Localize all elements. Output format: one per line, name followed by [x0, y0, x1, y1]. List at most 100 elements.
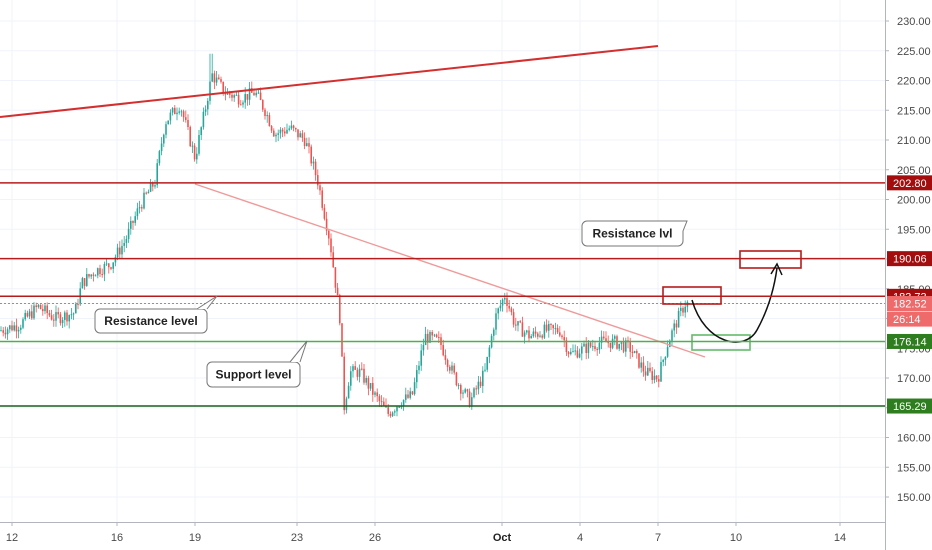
candle-body — [88, 274, 90, 277]
candle-body — [567, 352, 570, 355]
candle-body — [528, 330, 530, 339]
candle-body — [633, 350, 636, 354]
price-axis-bg — [885, 0, 932, 550]
price-badge — [887, 251, 932, 267]
candle-body — [398, 406, 400, 408]
candle-body — [354, 366, 356, 370]
candle-body — [429, 332, 431, 343]
candle-body — [605, 338, 607, 343]
price-tick-label: 220.00 — [897, 76, 931, 88]
candle-body — [488, 347, 491, 357]
callout: Support level — [206, 340, 308, 388]
candle-body — [418, 365, 420, 371]
candle-body — [433, 334, 436, 336]
candle-body — [420, 350, 422, 366]
time-tick-label: 14 — [834, 532, 846, 544]
candle-body — [475, 388, 477, 390]
candle-body — [105, 263, 108, 265]
candle-body — [235, 94, 238, 96]
callout-tail — [672, 220, 688, 232]
candle-body — [86, 274, 88, 286]
candle-body — [545, 324, 548, 331]
candle-body — [17, 329, 20, 332]
candle-body — [94, 275, 97, 277]
callout-text: Resistance level — [104, 314, 197, 328]
candle-body — [603, 336, 605, 339]
candle-body — [493, 329, 495, 336]
candle-body — [631, 351, 634, 354]
candle-body — [297, 129, 299, 138]
candle-body — [248, 88, 251, 100]
candle-body — [2, 330, 4, 333]
price-tick-label: 215.00 — [897, 105, 931, 117]
price-tick-label: 150.00 — [897, 492, 931, 504]
time-axis[interactable]: 12 16 19 23 26 Oct 4 7 10 14 — [0, 522, 885, 550]
candle-body — [138, 207, 141, 209]
candle-body — [198, 135, 200, 154]
price-badge — [887, 311, 932, 327]
price-badge — [887, 333, 932, 349]
candle-body — [574, 350, 576, 352]
candle-body — [501, 299, 504, 306]
candle-body — [13, 325, 15, 331]
candle-body — [266, 115, 268, 117]
candle-body — [66, 312, 68, 322]
candle-body — [110, 267, 112, 269]
candle-body — [114, 257, 117, 263]
price-badge-label: 182.52 — [893, 299, 927, 311]
candle-body — [176, 112, 178, 115]
grid — [0, 0, 885, 522]
candle-body — [589, 342, 592, 347]
candle-body — [46, 305, 48, 314]
candle-body — [596, 348, 598, 350]
candle-body — [347, 385, 350, 399]
candle-body — [237, 94, 240, 105]
candle-body — [42, 309, 44, 312]
candle-body — [9, 325, 11, 330]
price-tick-label: 210.00 — [897, 135, 931, 147]
candle-body — [222, 81, 224, 94]
candle-body — [409, 391, 411, 398]
candle-body — [154, 185, 156, 187]
candle-body — [532, 331, 535, 337]
candle-body — [273, 130, 275, 137]
candle-body — [482, 370, 484, 387]
candle-body — [339, 295, 341, 324]
candle-body — [526, 330, 528, 333]
callout-box — [94, 308, 208, 334]
candle-body — [559, 332, 561, 336]
candle-body — [202, 111, 205, 128]
candle-body — [497, 308, 499, 314]
candle-body — [554, 328, 557, 330]
candle-body — [255, 92, 257, 96]
candle-body — [365, 377, 367, 383]
candle-body — [204, 109, 207, 112]
candle-body — [638, 353, 640, 368]
candle-body — [125, 238, 128, 243]
candle-body — [143, 192, 145, 209]
candle-body — [319, 185, 321, 191]
candle-body — [495, 313, 497, 330]
price-axis[interactable]: 150.00155.00160.00165.00170.00175.00180.… — [885, 0, 932, 550]
price-badge-label: 165.29 — [893, 401, 927, 413]
candle-body — [299, 133, 301, 138]
candle-body — [394, 411, 396, 413]
candle-body — [37, 304, 40, 308]
candle-body — [310, 146, 312, 164]
candle-body — [374, 392, 376, 395]
callout-tail — [196, 295, 218, 310]
price-badge-label: 190.06 — [893, 254, 927, 266]
candle-body — [556, 328, 559, 333]
time-tick-label: 10 — [730, 532, 742, 544]
candle-body — [669, 340, 671, 348]
candle-body — [552, 324, 554, 329]
candle-body — [317, 175, 319, 186]
callout-box — [206, 361, 301, 388]
candle-body — [587, 342, 590, 353]
candle-body — [158, 151, 161, 164]
candle-body — [174, 107, 176, 115]
candle-body — [33, 305, 35, 319]
candle-body — [435, 334, 438, 338]
candle-body — [0, 330, 2, 332]
